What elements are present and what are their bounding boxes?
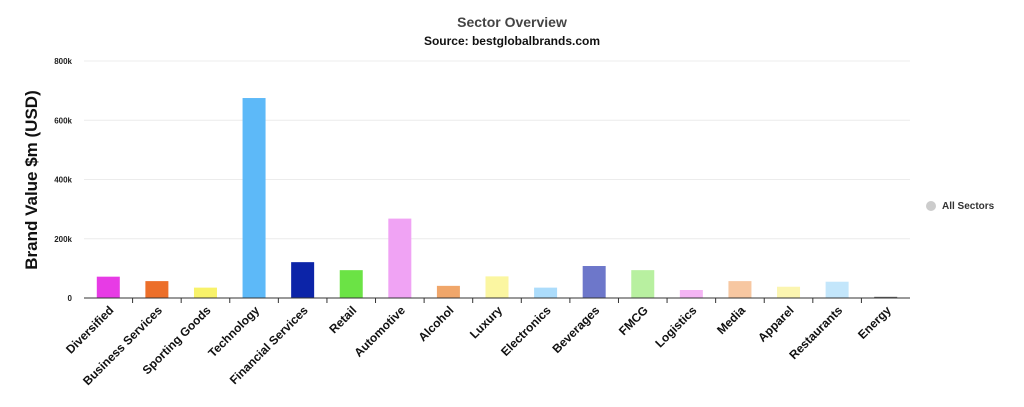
legend[interactable]: All Sectors <box>926 201 995 212</box>
y-axis-label: Brand Value $m (USD) <box>22 90 41 270</box>
bars <box>96 98 898 298</box>
bar-diversified[interactable] <box>96 276 120 298</box>
bar-financial-services[interactable] <box>291 262 315 298</box>
chart-subtitle: Source: bestglobalbrands.com <box>424 34 600 48</box>
bar-apparel[interactable] <box>777 286 801 298</box>
x-tick-label: Beverages <box>549 303 602 356</box>
bar-luxury[interactable] <box>485 276 509 298</box>
bar-automotive[interactable] <box>388 218 412 298</box>
y-axis-ticks: 0 200k 400k 600k 800k <box>54 57 72 303</box>
y-tick-label: 0 <box>68 294 73 303</box>
x-tick-label: Apparel <box>755 303 796 344</box>
bar-media[interactable] <box>728 281 752 298</box>
bar-beverages[interactable] <box>582 266 606 298</box>
x-tick-label: FMCG <box>616 303 651 338</box>
bar-restaurants[interactable] <box>825 281 849 298</box>
legend-marker-icon <box>926 201 936 211</box>
y-tick-label: 400k <box>54 176 72 185</box>
chart-title: Sector Overview <box>457 14 567 30</box>
x-tick-label: Media <box>714 303 748 337</box>
x-tick-label: Retail <box>326 303 359 336</box>
grid-lines <box>84 60 910 240</box>
legend-label: All Sectors <box>942 201 995 212</box>
x-tick-label: Energy <box>855 303 894 342</box>
bar-energy[interactable] <box>874 296 898 298</box>
y-tick-label: 200k <box>54 235 72 244</box>
bar-electronics[interactable] <box>534 287 558 298</box>
y-tick-label: 600k <box>54 116 72 125</box>
bar-retail[interactable] <box>339 270 363 298</box>
x-tick-label: Automotive <box>351 303 408 360</box>
bar-fmcg[interactable] <box>631 270 655 298</box>
y-tick-label: 800k <box>54 57 72 66</box>
bar-business-services[interactable] <box>145 281 169 298</box>
bar-technology[interactable] <box>242 98 266 298</box>
x-tick-label: Logistics <box>652 303 699 350</box>
bar-sporting-goods[interactable] <box>193 287 217 298</box>
x-tick-label: Alcohol <box>416 303 457 344</box>
x-tick-label: Luxury <box>467 303 505 341</box>
bar-logistics[interactable] <box>679 290 703 298</box>
x-tick-label: Electronics <box>498 303 554 359</box>
bar-alcohol[interactable] <box>436 285 460 298</box>
